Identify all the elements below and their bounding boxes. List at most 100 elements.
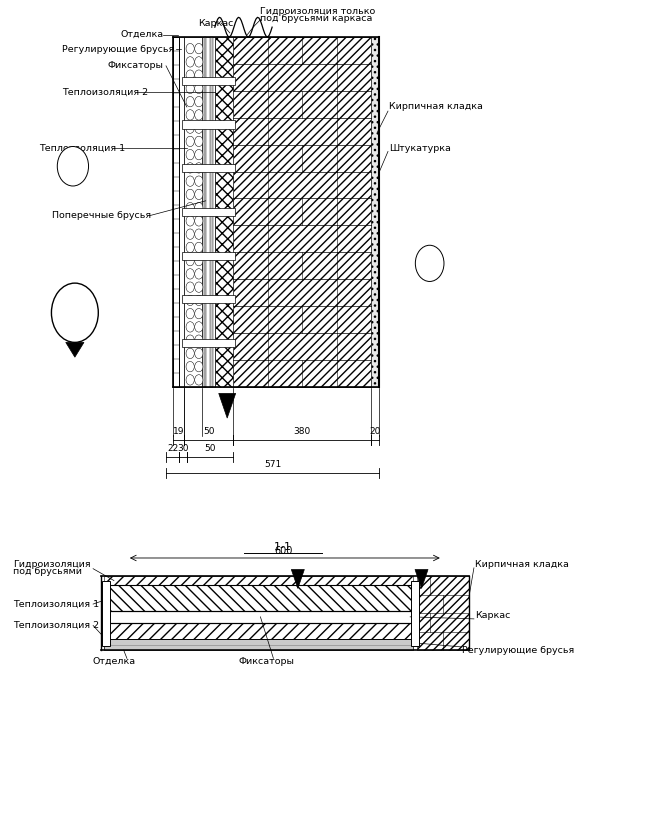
Bar xyxy=(179,37,184,387)
Bar xyxy=(182,77,235,85)
Circle shape xyxy=(195,348,203,359)
Text: Каркас: Каркас xyxy=(199,19,234,27)
Bar xyxy=(182,164,235,172)
Circle shape xyxy=(195,57,203,67)
Polygon shape xyxy=(66,342,84,357)
Circle shape xyxy=(186,163,194,173)
Bar xyxy=(104,585,413,611)
Text: Теплоизоляция 2: Теплоизоляция 2 xyxy=(62,88,148,96)
Bar xyxy=(202,37,215,387)
Circle shape xyxy=(186,322,194,332)
Circle shape xyxy=(186,57,194,67)
Circle shape xyxy=(186,216,194,226)
Circle shape xyxy=(186,361,194,372)
Bar xyxy=(184,37,202,387)
Circle shape xyxy=(195,335,203,346)
Bar xyxy=(104,611,413,623)
Circle shape xyxy=(195,70,203,81)
Circle shape xyxy=(195,83,203,94)
Circle shape xyxy=(195,361,203,372)
Circle shape xyxy=(186,309,194,319)
Circle shape xyxy=(195,44,203,53)
Bar xyxy=(182,208,235,216)
Text: Поперечные брусья: Поперечные брусья xyxy=(52,212,151,220)
Circle shape xyxy=(186,137,194,146)
Circle shape xyxy=(186,44,194,53)
Circle shape xyxy=(195,322,203,332)
Text: Теплоизоляция 1: Теплоизоляция 1 xyxy=(13,600,99,608)
Text: под брусьями: под брусьями xyxy=(13,568,82,576)
Circle shape xyxy=(195,163,203,173)
Bar xyxy=(371,37,379,387)
Circle shape xyxy=(57,146,89,186)
Circle shape xyxy=(195,137,203,146)
Circle shape xyxy=(195,189,203,200)
Bar xyxy=(417,576,469,650)
Circle shape xyxy=(186,269,194,279)
Circle shape xyxy=(195,282,203,292)
Text: Теплоизоляция 1: Теплоизоляция 1 xyxy=(39,144,125,152)
Text: 50: 50 xyxy=(203,427,214,436)
Text: +: + xyxy=(426,258,434,268)
Circle shape xyxy=(186,83,194,94)
Circle shape xyxy=(186,123,194,133)
Text: Гидроизоляция только: Гидроизоляция только xyxy=(260,7,376,16)
Bar xyxy=(104,623,413,639)
Circle shape xyxy=(195,229,203,239)
Bar xyxy=(182,120,235,128)
Circle shape xyxy=(195,255,203,266)
Text: Регулирующие брусья: Регулирующие брусья xyxy=(462,646,574,654)
Bar xyxy=(210,37,213,387)
Circle shape xyxy=(186,202,194,213)
Circle shape xyxy=(195,123,203,133)
Text: Каркас: Каркас xyxy=(475,611,510,620)
Circle shape xyxy=(186,282,194,292)
Circle shape xyxy=(195,269,203,279)
Circle shape xyxy=(186,242,194,253)
Text: Гидроизоляция: Гидроизоляция xyxy=(13,560,90,569)
Text: Штукатурка: Штукатурка xyxy=(389,144,451,152)
Text: Кирпичная кладка: Кирпичная кладка xyxy=(475,560,569,569)
Text: 50: 50 xyxy=(204,444,216,453)
Bar xyxy=(215,37,233,387)
Circle shape xyxy=(186,189,194,200)
Text: 380: 380 xyxy=(294,427,311,436)
Circle shape xyxy=(415,245,444,281)
Text: 1-1: 1-1 xyxy=(274,542,292,552)
Text: 600: 600 xyxy=(274,546,292,556)
Bar xyxy=(182,295,235,304)
Circle shape xyxy=(195,150,203,160)
Circle shape xyxy=(186,348,194,359)
Bar xyxy=(182,252,235,260)
Text: 1: 1 xyxy=(71,305,79,318)
Circle shape xyxy=(186,229,194,239)
Circle shape xyxy=(186,255,194,266)
Text: под брусьями каркаса: под брусьями каркаса xyxy=(260,15,373,23)
Text: 19: 19 xyxy=(173,427,184,436)
Text: 20: 20 xyxy=(369,427,381,436)
Bar xyxy=(182,339,235,347)
Circle shape xyxy=(195,242,203,253)
Circle shape xyxy=(195,202,203,213)
Polygon shape xyxy=(219,393,236,418)
Text: −: − xyxy=(69,161,77,171)
Circle shape xyxy=(186,374,194,385)
Bar xyxy=(411,581,419,647)
Circle shape xyxy=(186,176,194,186)
Circle shape xyxy=(186,109,194,120)
Circle shape xyxy=(195,176,203,186)
Bar xyxy=(204,37,206,387)
Circle shape xyxy=(195,96,203,107)
Circle shape xyxy=(51,283,98,342)
Bar xyxy=(104,639,413,650)
Text: Теплоизоляция 2: Теплоизоляция 2 xyxy=(13,621,99,630)
Circle shape xyxy=(186,335,194,346)
Circle shape xyxy=(195,216,203,226)
Circle shape xyxy=(186,295,194,305)
Bar xyxy=(173,37,179,387)
Polygon shape xyxy=(415,570,428,588)
Text: Фиксаторы: Фиксаторы xyxy=(107,62,163,70)
Circle shape xyxy=(195,309,203,319)
Polygon shape xyxy=(292,570,305,588)
Circle shape xyxy=(186,70,194,81)
